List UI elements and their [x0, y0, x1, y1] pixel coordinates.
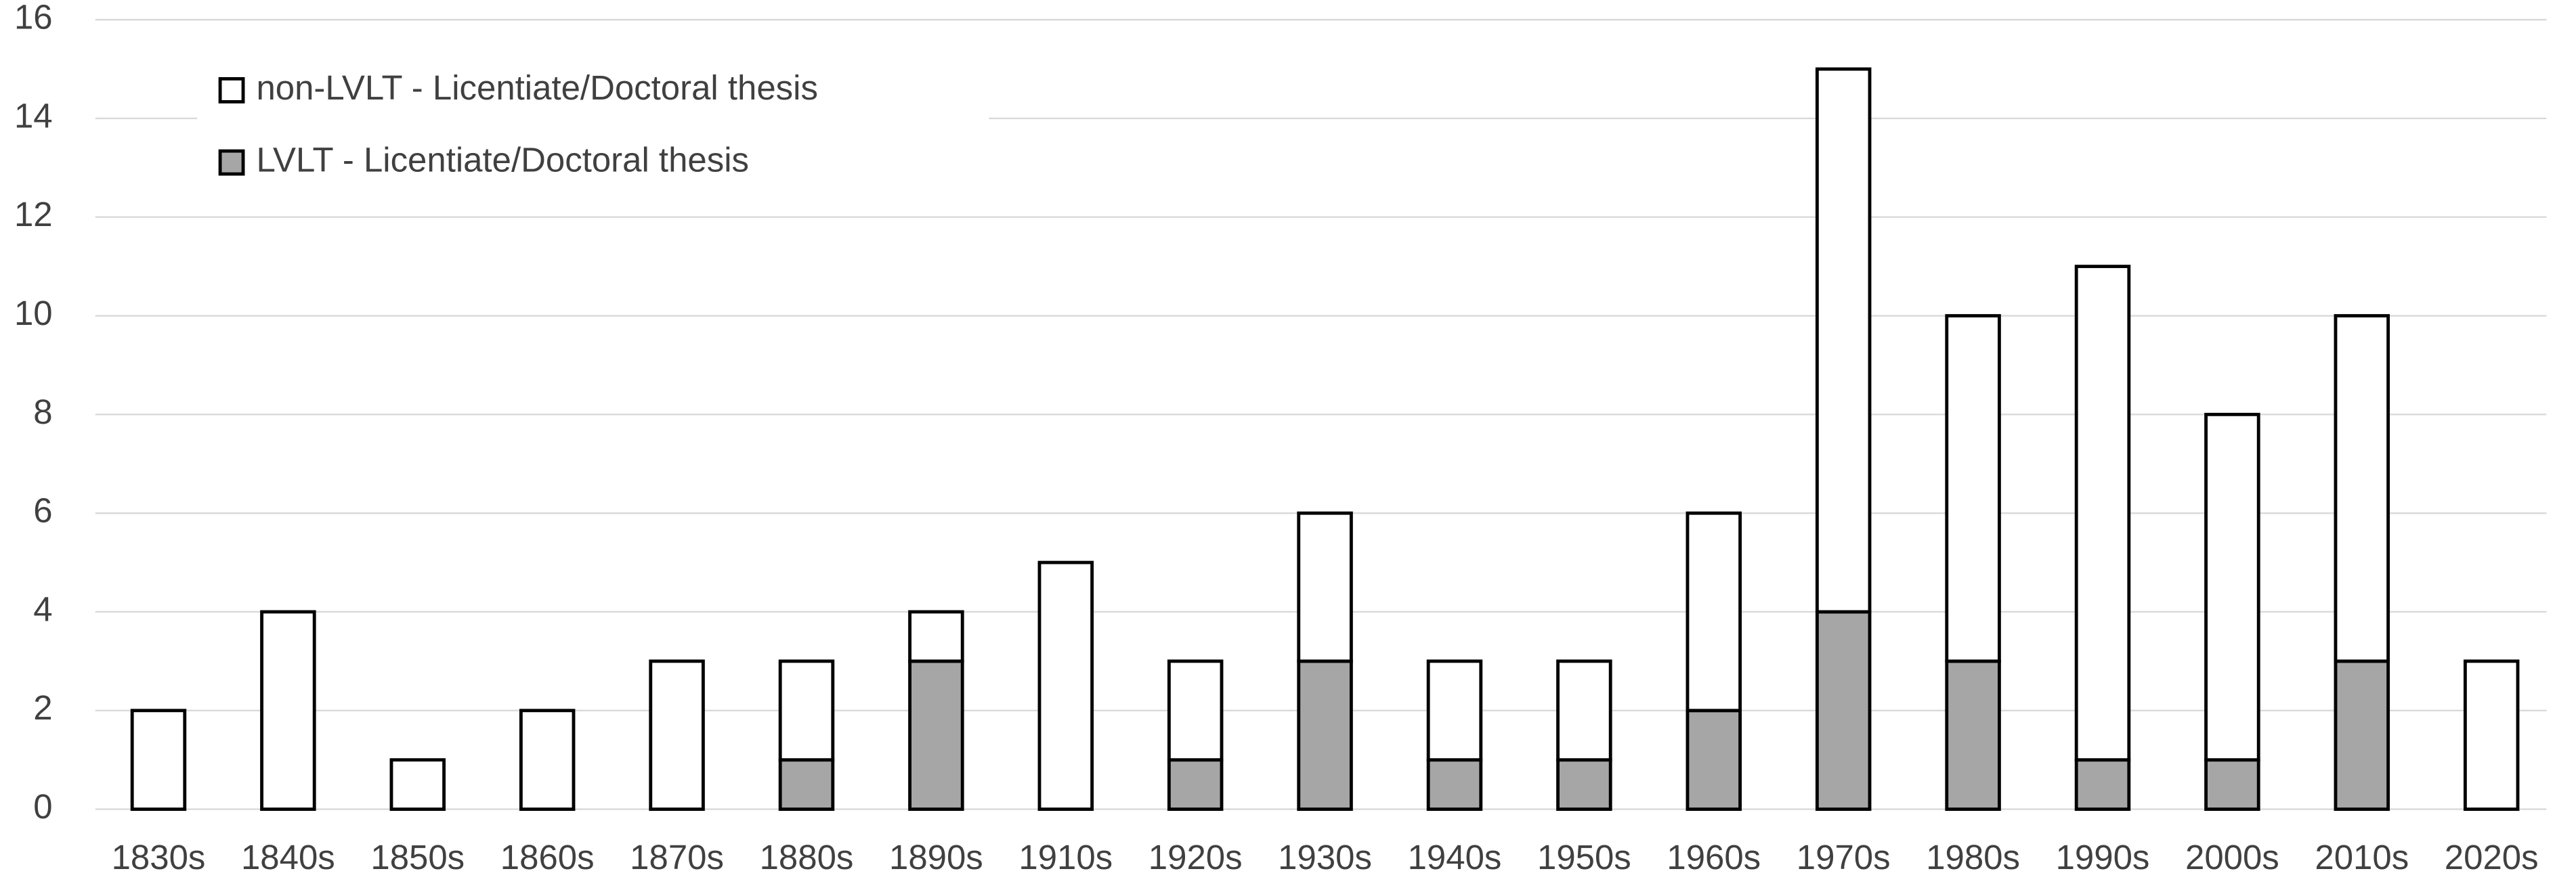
bar-segment — [1945, 314, 2001, 663]
bar-segment — [1297, 659, 1353, 812]
y-tick-label: 16 — [14, 0, 53, 37]
x-tick-label: 1970s — [1797, 838, 1891, 876]
bar-segment — [130, 709, 187, 812]
x-tick-label: 1890s — [889, 838, 983, 876]
grid: 0 2 4 6 8 10 12 14 16 — [14, 0, 2547, 826]
bar-segment — [1815, 67, 1872, 614]
bars: 1830s 1840s 1850s 1860s 1870s 1880s 1890s 1910s… — [112, 67, 2539, 876]
legend-swatch — [218, 149, 245, 176]
x-tick-label: 1920s — [1149, 838, 1243, 876]
y-tick-label: 0 — [33, 787, 52, 826]
bar-segment — [1945, 659, 2001, 812]
bar-segment — [778, 758, 835, 812]
y-tick-label: 6 — [33, 491, 52, 530]
bar-segment — [1426, 659, 1483, 762]
bar-segment — [2204, 758, 2260, 812]
bar-segment — [649, 659, 705, 812]
x-tick-label: 2010s — [2315, 838, 2409, 876]
bar-segment — [778, 659, 835, 762]
y-tick-label: 12 — [14, 195, 53, 234]
bar-segment — [2074, 758, 2131, 812]
x-tick-label: 2000s — [2185, 838, 2279, 876]
legend-label: non-LVLT - Licentiate/Doctoral thesis — [256, 68, 817, 107]
bar-segment — [1556, 758, 1612, 812]
legend-swatch — [218, 76, 245, 104]
x-tick-label: 1910s — [1018, 838, 1113, 876]
bar-segment — [1037, 560, 1094, 812]
x-tick-label: 1950s — [1537, 838, 1631, 876]
bar-segment — [1297, 511, 1353, 663]
x-tick-label: 1960s — [1667, 838, 1761, 876]
bar-segment — [1426, 758, 1483, 812]
legend-background — [197, 56, 989, 207]
x-tick-label: 1980s — [1926, 838, 2020, 876]
y-tick-label: 14 — [14, 96, 53, 135]
bar-segment — [2334, 659, 2390, 812]
x-tick-label: 1870s — [630, 838, 724, 876]
bar-segment — [1815, 610, 1872, 812]
x-tick-label: 1860s — [500, 838, 595, 876]
x-tick-label: 1850s — [370, 838, 465, 876]
bar-segment — [1556, 659, 1612, 762]
x-tick-label: 1930s — [1278, 838, 1372, 876]
y-tick-label: 10 — [14, 294, 53, 332]
bar-segment — [519, 709, 576, 812]
legend: non-LVLT - Licentiate/Doctoral thesis LVL… — [197, 56, 989, 207]
y-tick-label: 2 — [33, 688, 52, 727]
x-tick-label: 1830s — [112, 838, 206, 876]
legend-label: LVLT - Licentiate/Doctoral thesis — [256, 141, 749, 179]
bar-segment — [908, 610, 964, 663]
bar-segment — [2334, 314, 2390, 663]
bar-segment — [260, 610, 316, 812]
x-tick-label: 1840s — [241, 838, 335, 876]
bar-segment — [1167, 659, 1224, 762]
y-tick-label: 8 — [33, 393, 52, 431]
bar-segment — [908, 659, 964, 812]
x-tick-label: 1940s — [1408, 838, 1502, 876]
bar-segment — [2463, 659, 2520, 812]
bar-segment — [1686, 709, 1742, 812]
bar-segment — [1686, 511, 1742, 713]
bar-segment — [389, 758, 446, 812]
x-tick-label: 2020s — [2445, 838, 2539, 876]
x-tick-label: 1990s — [2056, 838, 2150, 876]
y-tick-label: 4 — [33, 590, 52, 628]
bar-segment — [1167, 758, 1224, 812]
bar-segment — [2074, 265, 2131, 762]
bar-segment — [2204, 412, 2260, 762]
x-tick-label: 1880s — [760, 838, 854, 876]
